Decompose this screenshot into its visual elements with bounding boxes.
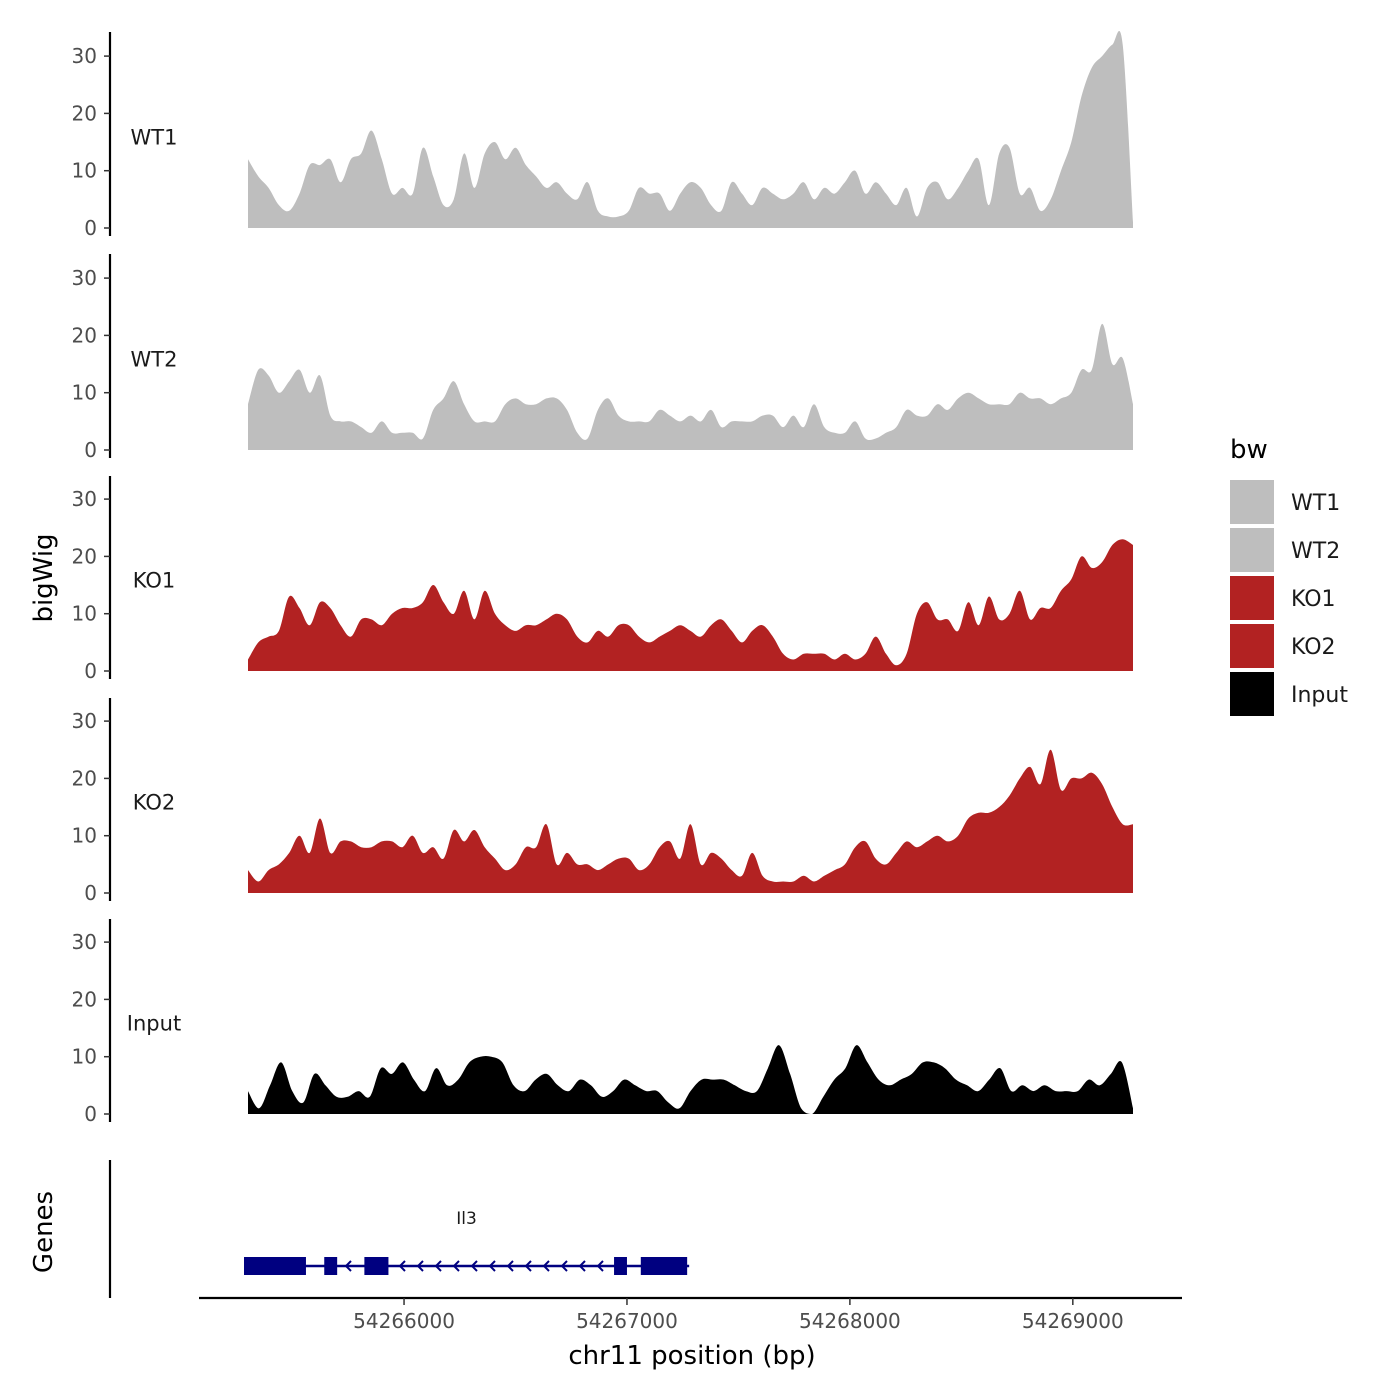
strand-arrow bbox=[542, 1260, 550, 1272]
y-tick-label: 0 bbox=[84, 216, 97, 240]
y-tick-label: 0 bbox=[84, 881, 97, 905]
legend-swatch-input bbox=[1230, 672, 1274, 716]
gene-exon bbox=[640, 1257, 688, 1275]
y-tick-label: 20 bbox=[72, 323, 97, 347]
track-input: 0 10 20 30 Input bbox=[72, 919, 1133, 1126]
legend-swatch-ko1 bbox=[1230, 576, 1274, 620]
y-tick-label: 20 bbox=[72, 101, 97, 125]
y-tick-label: 0 bbox=[84, 1102, 97, 1126]
strand-arrow bbox=[470, 1260, 478, 1272]
legend-swatch-ko2 bbox=[1230, 624, 1274, 668]
strand-arrow bbox=[524, 1260, 532, 1272]
strand-arrow bbox=[416, 1260, 424, 1272]
signal-tracks: 0 10 20 30 WT1 0 10 20 30 WT2 0 10 20 30 KO1 0 10 20 30 KO2… bbox=[72, 31, 1133, 1126]
x-tick-label: 54268000 bbox=[799, 1309, 901, 1333]
gene-name-label: Il3 bbox=[456, 1209, 477, 1229]
gene-exon bbox=[324, 1257, 338, 1275]
gene-exon bbox=[614, 1257, 627, 1275]
legend-label-ko1: KO1 bbox=[1291, 587, 1336, 612]
y-tick-label: 30 bbox=[72, 930, 97, 954]
strand-arrow bbox=[560, 1260, 568, 1272]
gene-exon bbox=[244, 1257, 306, 1275]
y-tick-label: 30 bbox=[72, 487, 97, 511]
track-label: KO1 bbox=[133, 568, 176, 592]
y-tick-label: 30 bbox=[72, 266, 97, 290]
legend-label-ko2: KO2 bbox=[1291, 635, 1336, 660]
strand-arrow bbox=[434, 1260, 442, 1272]
strand-arrow bbox=[506, 1260, 514, 1272]
x-tick-label: 54266000 bbox=[353, 1309, 455, 1333]
strand-arrow bbox=[344, 1260, 352, 1272]
legend-title: bw bbox=[1230, 435, 1268, 465]
y-tick-label: 10 bbox=[72, 1045, 97, 1069]
track-ko1: 0 10 20 30 KO1 bbox=[72, 476, 1133, 683]
legend-label-wt2: WT2 bbox=[1291, 539, 1340, 564]
gene-panel-title: Genes bbox=[29, 1191, 59, 1273]
x-axis-title: chr11 position (bp) bbox=[568, 1341, 815, 1371]
y-tick-label: 10 bbox=[72, 159, 97, 183]
track-wt1: 0 10 20 30 WT1 bbox=[72, 31, 1133, 240]
signal-area-wt2 bbox=[248, 323, 1133, 450]
strand-arrow bbox=[596, 1260, 604, 1272]
gene-exon bbox=[364, 1257, 389, 1275]
y-tick-label: 0 bbox=[84, 438, 97, 462]
signal-area-ko1 bbox=[248, 539, 1133, 671]
track-label: WT1 bbox=[131, 125, 178, 149]
legend-label-wt1: WT1 bbox=[1291, 491, 1340, 516]
y-tick-label: 10 bbox=[72, 824, 97, 848]
signal-area-input bbox=[248, 1045, 1133, 1114]
y-tick-label: 20 bbox=[72, 544, 97, 568]
y-tick-label: 10 bbox=[72, 602, 97, 626]
legend-swatch-wt1 bbox=[1230, 480, 1274, 524]
y-tick-label: 0 bbox=[84, 659, 97, 683]
y-tick-label: 10 bbox=[72, 381, 97, 405]
legend: bw WT1 WT2 KO1 KO2 Input bbox=[1230, 435, 1348, 716]
track-label: Input bbox=[127, 1011, 181, 1035]
signal-area-ko2 bbox=[248, 749, 1133, 893]
signal-area-wt1 bbox=[248, 31, 1133, 228]
legend-swatch-wt2 bbox=[1230, 528, 1274, 572]
track-ko2: 0 10 20 30 KO2 bbox=[72, 698, 1133, 905]
x-tick-label: 54269000 bbox=[1022, 1309, 1124, 1333]
y-tick-label: 20 bbox=[72, 987, 97, 1011]
y-tick-label: 30 bbox=[72, 44, 97, 68]
gene-panel: Il3 bbox=[108, 1160, 690, 1298]
legend-label-input: Input bbox=[1291, 683, 1348, 708]
y-axis-title: bigWig bbox=[29, 533, 59, 622]
y-tick-label: 30 bbox=[72, 709, 97, 733]
strand-arrow bbox=[452, 1260, 460, 1272]
track-label: WT2 bbox=[131, 347, 178, 371]
track-wt2: 0 10 20 30 WT2 bbox=[72, 254, 1133, 462]
strand-arrow bbox=[578, 1260, 586, 1272]
track-label: KO2 bbox=[133, 790, 176, 814]
x-tick-label: 54267000 bbox=[576, 1309, 678, 1333]
y-tick-label: 20 bbox=[72, 766, 97, 790]
strand-arrow bbox=[398, 1260, 406, 1272]
x-axis: 54266000 54267000 54268000 54269000 bbox=[199, 1296, 1182, 1333]
strand-arrow bbox=[488, 1260, 496, 1272]
gene-il3: Il3 bbox=[244, 1209, 690, 1275]
